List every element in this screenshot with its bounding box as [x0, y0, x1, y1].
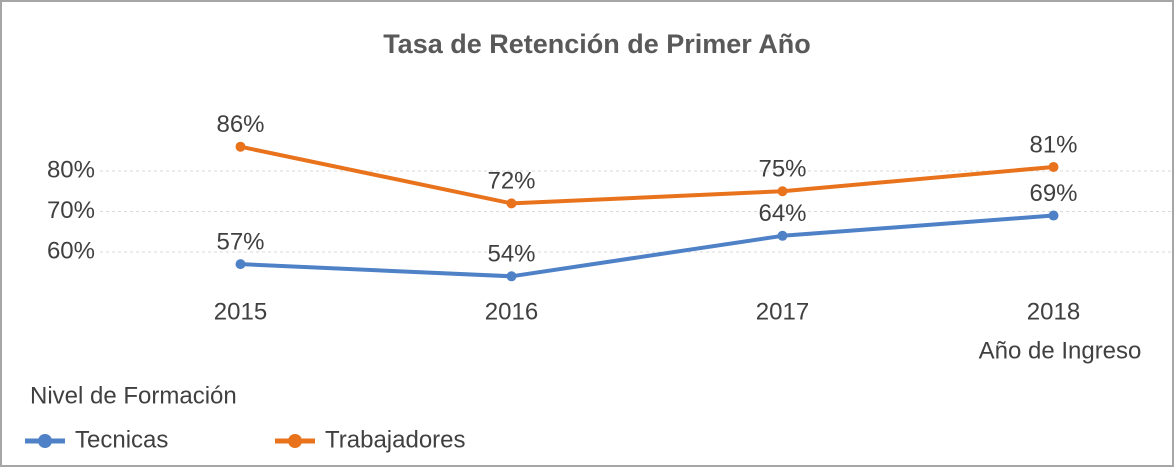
x-tick-label: 2017 [756, 298, 809, 325]
legend-label: Tecnicas [75, 426, 168, 453]
legend-title: Nivel de Formación [30, 382, 237, 409]
data-point [235, 259, 246, 270]
data-label: 72% [487, 168, 535, 195]
chart-title: Tasa de Retención de Primer Año [383, 29, 811, 59]
data-label: 81% [1029, 131, 1077, 158]
x-tick-label: 2016 [485, 298, 538, 325]
series-line [240, 144, 1054, 206]
data-point [235, 141, 246, 152]
data-point [1048, 161, 1059, 172]
data-point [777, 186, 788, 197]
x-axis-title: Año de Ingreso [979, 337, 1142, 364]
legend-swatch-marker [288, 434, 302, 448]
legend-swatch-marker [38, 434, 52, 448]
y-tick-label: 60% [47, 237, 95, 264]
data-label: 64% [758, 200, 806, 227]
series-line [240, 213, 1054, 279]
data-label: 54% [487, 241, 535, 268]
x-tick-label: 2015 [214, 298, 267, 325]
x-tick-label: 2018 [1027, 298, 1080, 325]
data-point [506, 271, 517, 282]
y-tick-label: 70% [47, 197, 95, 224]
y-tick-label: 80% [47, 156, 95, 183]
legend-label: Trabajadores [325, 426, 466, 453]
data-point [506, 198, 517, 209]
data-label: 86% [216, 111, 264, 138]
data-label: 69% [1029, 180, 1077, 207]
data-point [1048, 210, 1059, 221]
data-label: 57% [216, 228, 264, 255]
data-point [777, 230, 788, 241]
data-label: 75% [758, 156, 806, 183]
